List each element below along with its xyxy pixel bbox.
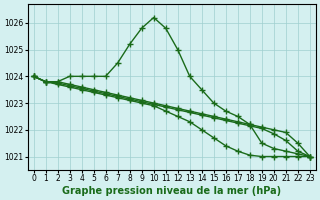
X-axis label: Graphe pression niveau de la mer (hPa): Graphe pression niveau de la mer (hPa) — [62, 186, 281, 196]
